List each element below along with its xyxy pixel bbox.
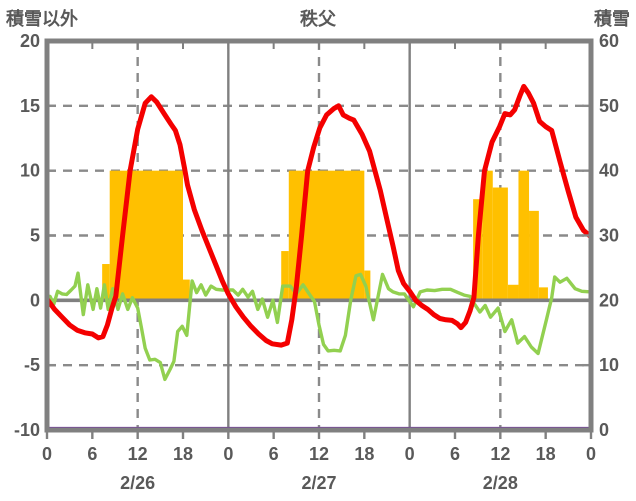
axis-ticks bbox=[45, 43, 593, 439]
x-axis-hour-label: 12 bbox=[128, 444, 148, 464]
left-axis-title: 積雪以外 bbox=[6, 9, 78, 29]
x-axis-hour-label: 0 bbox=[223, 444, 233, 464]
right-axis-tick-label: 40 bbox=[599, 161, 619, 181]
x-axis-hour-label: 0 bbox=[586, 444, 596, 464]
x-axis-hour-label: 0 bbox=[42, 444, 52, 464]
right-axis-tick-label: 0 bbox=[599, 420, 609, 440]
left-axis-tick-label: 15 bbox=[20, 96, 40, 116]
temperature-series bbox=[44, 83, 594, 348]
x-axis-hour-label: 6 bbox=[269, 444, 279, 464]
left-axis-tick-label: 0 bbox=[30, 290, 40, 310]
left-axis-tick-label: -10 bbox=[14, 420, 40, 440]
sunshine-bar bbox=[518, 170, 530, 301]
sunshine-bar bbox=[482, 170, 493, 301]
x-axis-date-label: 2/26 bbox=[120, 473, 155, 493]
sunshine-bar bbox=[492, 187, 508, 301]
chart-title: 秩父 bbox=[300, 9, 336, 29]
x-axis-hour-label: 12 bbox=[490, 444, 510, 464]
right-axis-tick-label: 30 bbox=[599, 226, 619, 246]
x-axis-hour-label: 18 bbox=[536, 444, 556, 464]
frame-rect bbox=[44, 38, 594, 433]
x-axis-hour-label: 18 bbox=[173, 444, 193, 464]
sunshine-bar bbox=[102, 264, 110, 301]
x-axis-hour-label: 18 bbox=[354, 444, 374, 464]
left-axis-tick-label: 5 bbox=[30, 226, 40, 246]
sunshine-bar bbox=[183, 279, 190, 301]
x-axis-hour-label: 6 bbox=[87, 444, 97, 464]
right-axis-tick-label: 60 bbox=[599, 31, 619, 51]
sunshine-bar bbox=[538, 287, 548, 301]
left-axis-tick-label: 20 bbox=[20, 31, 40, 51]
x-axis-hour-label: 6 bbox=[450, 444, 460, 464]
sunshine-bar bbox=[529, 210, 539, 301]
left-axis-tick-label: -5 bbox=[24, 355, 40, 375]
temperature-line bbox=[44, 83, 594, 348]
plot-frame bbox=[44, 38, 594, 433]
x-axis-date-label: 2/27 bbox=[301, 473, 336, 493]
left-axis-tick-label: 10 bbox=[20, 161, 40, 181]
green-series bbox=[45, 271, 593, 382]
sunshine-bar bbox=[281, 251, 289, 301]
right-axis-title: 積雪 bbox=[594, 9, 630, 29]
x-axis-hour-label: 12 bbox=[309, 444, 329, 464]
sunshine-bar bbox=[507, 284, 519, 301]
right-axis-tick-label: 20 bbox=[599, 290, 619, 310]
green-line bbox=[45, 271, 593, 382]
x-axis-date-label: 2/28 bbox=[483, 473, 518, 493]
right-axis-tick-label: 10 bbox=[599, 355, 619, 375]
right-axis-tick-label: 50 bbox=[599, 96, 619, 116]
x-axis-hour-label: 0 bbox=[405, 444, 415, 464]
